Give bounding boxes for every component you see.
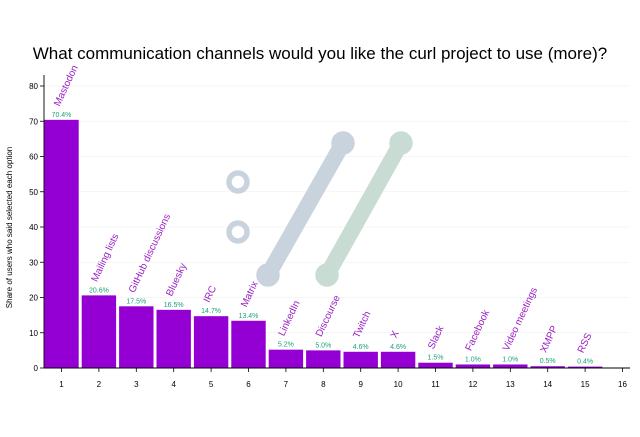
- x-tick-label: 7: [284, 380, 289, 389]
- bar: [81, 295, 117, 368]
- x-tick-label: 12: [468, 380, 477, 389]
- x-tick-label: 13: [506, 380, 515, 389]
- category-label: Slack: [426, 323, 447, 351]
- bar: [268, 349, 304, 368]
- x-tick-label: 2: [97, 380, 102, 389]
- bars-layer: [44, 119, 603, 368]
- bar: [231, 320, 266, 368]
- category-label: Matrix: [239, 280, 260, 309]
- bar: [530, 366, 565, 368]
- value-label: 0.4%: [577, 359, 593, 366]
- watermark-dot: [315, 263, 339, 287]
- value-label: 5.2%: [278, 342, 294, 349]
- watermark-dot: [389, 131, 413, 155]
- bar: [306, 350, 341, 368]
- watermark-slash-2: [319, 135, 409, 283]
- x-tick-label: 8: [321, 380, 326, 389]
- category-label: XMPP: [538, 324, 560, 355]
- y-tick-label: 70: [29, 117, 38, 126]
- watermark-dot: [226, 170, 250, 194]
- bar: [455, 364, 491, 368]
- y-tick-label: 50: [29, 188, 38, 197]
- watermark-dot: [226, 220, 250, 244]
- chart-title: What communication channels would you li…: [32, 44, 608, 63]
- value-label: 5.0%: [315, 342, 331, 349]
- value-label: 1.0%: [502, 356, 518, 363]
- value-label: 4.6%: [353, 344, 369, 351]
- y-tick-label: 30: [29, 258, 38, 267]
- x-tick-label: 11: [431, 380, 440, 389]
- bar: [493, 364, 528, 368]
- bar: [193, 316, 229, 368]
- category-label: Mailing lists: [90, 232, 122, 283]
- bar: [156, 309, 191, 368]
- y-axis-label: Share of users who said selected each op…: [5, 147, 14, 308]
- y-tick-label: 0: [34, 364, 39, 373]
- bar: [418, 362, 453, 368]
- bar: [343, 351, 378, 368]
- value-label: 16.5%: [164, 302, 184, 309]
- value-label: 0.5%: [540, 358, 556, 365]
- watermark-slash-1: [260, 135, 351, 283]
- category-label: IRC: [202, 284, 219, 304]
- x-tick-label: 1: [59, 380, 64, 389]
- value-label: 4.6%: [390, 344, 406, 351]
- x-tick-label: 4: [171, 380, 176, 389]
- category-label: Video meetings: [501, 286, 540, 353]
- value-label: 17.5%: [126, 298, 146, 305]
- curl-logo-watermark: [226, 131, 413, 287]
- y-tick-label: 60: [29, 153, 38, 162]
- category-label: Facebook: [464, 307, 493, 352]
- category-label: GitHub discussions: [127, 212, 173, 294]
- y-tick-label: 40: [29, 223, 38, 232]
- category-label: Twitch: [351, 310, 373, 340]
- y-tick-label: 80: [29, 82, 38, 91]
- x-tick-label: 9: [358, 380, 363, 389]
- x-tick-label: 15: [581, 380, 590, 389]
- x-tick-label: 6: [246, 380, 251, 389]
- category-label: X: [389, 329, 402, 340]
- value-label: 14.7%: [201, 308, 221, 315]
- bar: [380, 351, 416, 368]
- y-tick-label: 10: [29, 329, 38, 338]
- x-tick-label: 14: [543, 380, 552, 389]
- x-tick-label: 3: [134, 380, 139, 389]
- value-label: 13.4%: [239, 313, 259, 320]
- category-label: LinkedIn: [277, 299, 303, 338]
- watermark-dot: [331, 131, 355, 155]
- x-tick-label: 5: [209, 380, 214, 389]
- category-label: Bluesky: [164, 262, 189, 298]
- category-label: Discourse: [314, 293, 343, 338]
- value-label: 20.6%: [89, 287, 109, 294]
- bar: [567, 366, 603, 368]
- x-tick-label: 16: [618, 380, 627, 389]
- watermark-dot: [256, 263, 280, 287]
- x-tick-label: 10: [394, 380, 403, 389]
- bar: [44, 119, 79, 368]
- value-label: 70.4%: [52, 112, 72, 119]
- category-label: RSS: [576, 331, 595, 355]
- bar: [119, 306, 154, 368]
- y-tick-label: 20: [29, 294, 38, 303]
- value-label: 1.0%: [465, 356, 481, 363]
- value-label: 1.5%: [428, 355, 444, 362]
